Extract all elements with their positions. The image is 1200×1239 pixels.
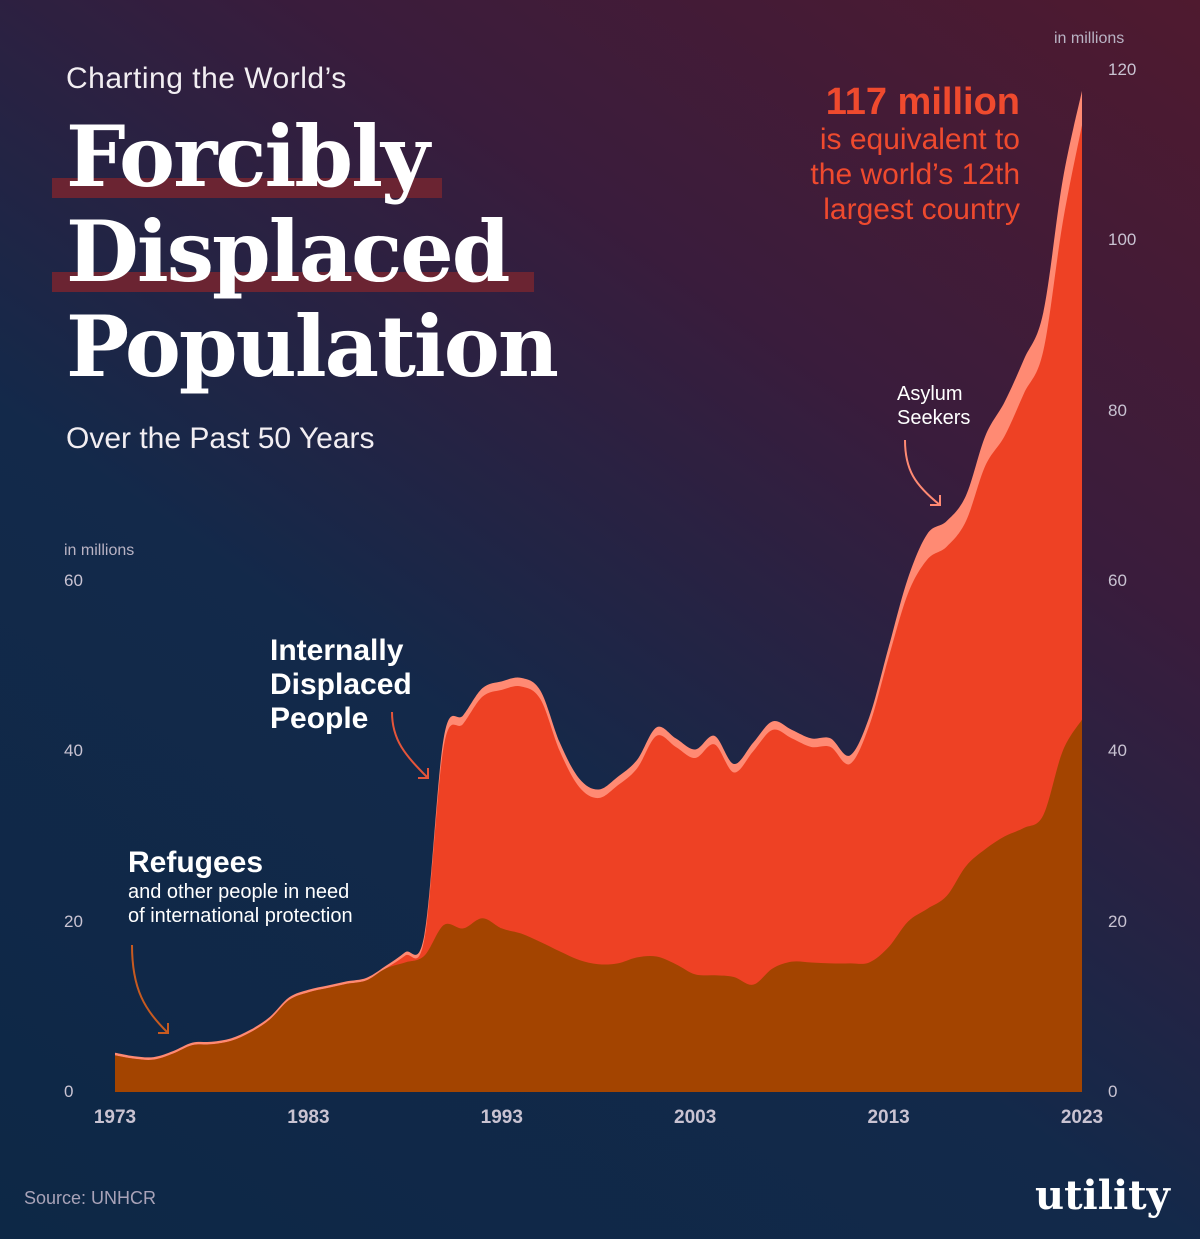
- idp-area: [115, 124, 1082, 1093]
- callout: 117 million is equivalent to the world’s…: [810, 82, 1020, 227]
- idp-label-2: Displaced: [270, 668, 412, 701]
- callout-text-2: the world’s 12th: [810, 158, 1020, 191]
- idp-arrow: [391, 711, 429, 779]
- source: Source: UNHCR: [24, 1188, 157, 1208]
- right-axis-tick: 100: [1108, 230, 1137, 250]
- x-axis-tick: 2003: [674, 1107, 717, 1128]
- title-highlight: [52, 178, 442, 198]
- title-line-3: Population: [66, 297, 559, 396]
- subtitle: Over the Past 50 Years: [66, 422, 375, 455]
- refugees-area: [115, 719, 1082, 1092]
- asylum-label-1: Asylum: [897, 383, 963, 405]
- kicker: Charting the World’s: [66, 62, 347, 95]
- refugees-arrow-head: [158, 1023, 169, 1034]
- callout-headline: 117 million: [825, 81, 1020, 123]
- title-highlight: [52, 272, 534, 292]
- refugees-sub-2: of international protection: [128, 905, 353, 927]
- right-axis-tick: 60: [1108, 571, 1127, 590]
- asylum-label-2: Seekers: [897, 407, 971, 429]
- idp-label-1: Internally: [270, 634, 404, 667]
- x-axis-tick: 2023: [1060, 1107, 1104, 1128]
- title-line-1: Forcibly: [66, 107, 430, 206]
- callout-text-3: largest country: [823, 193, 1020, 226]
- asylum-arrow: [904, 439, 941, 506]
- refugees-arrow: [131, 944, 169, 1034]
- refugees-title: Refugees: [128, 846, 264, 879]
- title-line-2: Displaced: [66, 202, 510, 301]
- right-axis-tick: 120: [1108, 60, 1137, 79]
- right-axis-tick: 80: [1108, 400, 1127, 420]
- x-axis-tick: 2013: [867, 1107, 910, 1128]
- right-axis-tick: 0: [1108, 1082, 1118, 1101]
- left-axis-tick: 40: [64, 741, 83, 761]
- x-axis-tick: 1993: [480, 1107, 523, 1128]
- idp-label: Internally Displaced People: [270, 634, 412, 736]
- left-axis-tick: 20: [64, 911, 83, 931]
- refugees-label: Refugees and other people in need of int…: [128, 846, 353, 928]
- utility-logo: utility: [1035, 1172, 1170, 1219]
- asylum-arrow-head: [930, 495, 941, 506]
- callout-text-1: is equivalent to: [819, 123, 1020, 156]
- idp-label-3: People: [270, 702, 369, 735]
- left-axis-tick: 0: [64, 1082, 74, 1101]
- x-axis-tick: 1973: [93, 1107, 137, 1128]
- left-axis-tick: 60: [64, 571, 83, 590]
- right-axis-tick: 40: [1108, 741, 1127, 761]
- asylum-label: Asylum Seekers: [897, 382, 970, 430]
- right-axis-unit: in millions: [1054, 30, 1125, 47]
- refugees-sub-1: and other people in need: [128, 881, 350, 903]
- right-axis-tick: 20: [1108, 911, 1127, 931]
- left-axis-unit: in millions: [64, 542, 135, 559]
- x-axis-tick: 1983: [287, 1107, 330, 1128]
- idp-arrow-head: [418, 768, 429, 779]
